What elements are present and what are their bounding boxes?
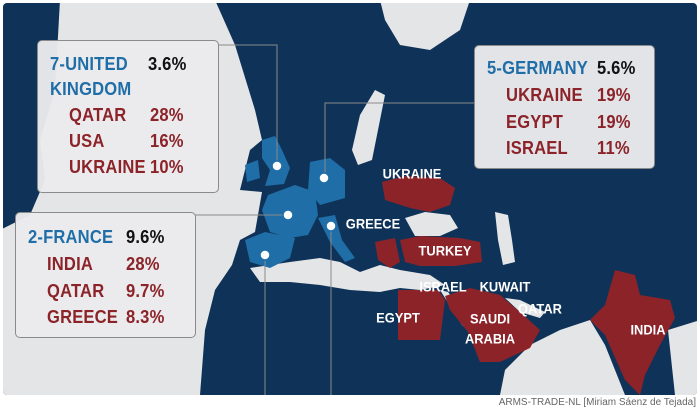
france-infobox: 2-FRANCE 9.6% INDIA 28% QATAR 9.7% GREEC… bbox=[15, 212, 196, 338]
map: UKRAINE GREECE TURKEY ISRAEL KUWAIT QATA… bbox=[3, 3, 697, 395]
france-share: 9.6% bbox=[126, 227, 165, 247]
greece-shape bbox=[375, 238, 400, 268]
germany-row-country: UKRAINE bbox=[506, 85, 583, 105]
france-title: 2-FRANCE bbox=[28, 227, 114, 247]
label-saudi: SAUDI bbox=[469, 310, 511, 327]
germany-row-pct: 19% bbox=[597, 112, 631, 132]
location-dots bbox=[259, 160, 337, 261]
uk-row-pct: 10% bbox=[150, 157, 184, 177]
arctic-sea bbox=[380, 3, 469, 50]
connector-lines bbox=[195, 44, 474, 395]
france-row-pct: 8.3% bbox=[126, 307, 165, 327]
importer-countries bbox=[375, 176, 675, 395]
germany-row-pct: 11% bbox=[597, 138, 630, 158]
label-qatar: QATAR bbox=[518, 300, 562, 317]
ireland bbox=[245, 160, 260, 182]
india-shape bbox=[590, 270, 675, 395]
egypt-shape bbox=[398, 290, 445, 340]
turkey-shape bbox=[400, 236, 482, 266]
uk-title: 7-UNITED bbox=[50, 54, 128, 74]
uk-infobox: 7-UNITED 3.6% KINGDOM QATAR 28% USA 16% … bbox=[37, 40, 219, 193]
uk-connector bbox=[218, 44, 278, 166]
saudi-shape bbox=[445, 288, 540, 362]
uk-row-pct: 28% bbox=[150, 105, 184, 125]
germany-row-country: ISRAEL bbox=[506, 138, 568, 158]
france-row-country: QATAR bbox=[47, 281, 105, 301]
germany-connector bbox=[324, 102, 474, 178]
label-greece: GREECE bbox=[345, 215, 401, 232]
uk-share: 3.6% bbox=[148, 54, 187, 74]
uk-dot bbox=[271, 160, 283, 172]
france-row-country: INDIA bbox=[47, 254, 93, 274]
france-dot bbox=[282, 209, 294, 221]
germany-row-pct: 19% bbox=[597, 85, 631, 105]
persian-gulf bbox=[505, 298, 545, 318]
germany-dot bbox=[318, 172, 330, 184]
uk-row-country: UKRAINE bbox=[69, 157, 146, 177]
caspian-sea bbox=[495, 212, 515, 265]
spain bbox=[245, 232, 295, 268]
image-credit: ARMS-TRADE-NL [Miriam Sáenz de Tejada] bbox=[498, 397, 696, 408]
italy-dot bbox=[325, 220, 337, 232]
uk-row-pct: 16% bbox=[150, 131, 184, 151]
spain-dot bbox=[259, 249, 271, 261]
baltic-sea bbox=[352, 90, 385, 165]
france-row-country: GREECE bbox=[47, 307, 119, 327]
label-turkey: TURKEY bbox=[418, 242, 472, 259]
germany-title: 5-GERMANY bbox=[487, 58, 589, 78]
germany-share: 5.6% bbox=[597, 58, 636, 78]
arabian-sea bbox=[500, 320, 625, 395]
bay-of-bengal bbox=[668, 320, 697, 395]
label-kuwait: KUWAIT bbox=[479, 278, 531, 295]
black-sea bbox=[405, 212, 458, 236]
label-israel: ISRAEL bbox=[419, 278, 467, 295]
uk-row-country: USA bbox=[69, 131, 105, 151]
france-row-pct: 28% bbox=[126, 254, 160, 274]
uk-row-country: QATAR bbox=[69, 105, 127, 125]
label-arabia: ARABIA bbox=[464, 330, 516, 347]
germany-row-country: EGYPT bbox=[506, 112, 564, 132]
label-india: INDIA bbox=[630, 321, 666, 338]
germany-infobox: 5-GERMANY 5.6% UKRAINE 19% EGYPT 19% ISR… bbox=[474, 45, 655, 169]
label-ukraine: UKRAINE bbox=[382, 165, 442, 182]
uk-title-2: KINGDOM bbox=[50, 79, 132, 99]
france-row-pct: 9.7% bbox=[126, 281, 165, 301]
ukraine-shape bbox=[382, 176, 455, 212]
label-egypt: EGYPT bbox=[376, 309, 420, 326]
mediterranean-sea bbox=[250, 258, 445, 292]
